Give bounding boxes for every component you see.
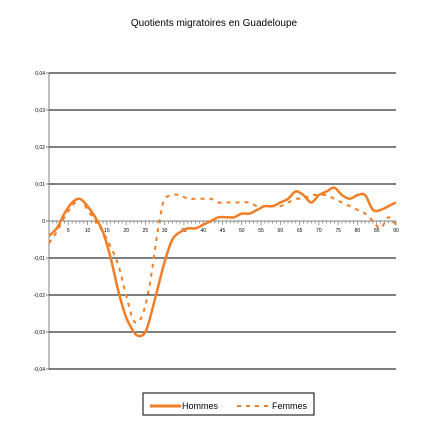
legend-box — [142, 392, 315, 416]
x-tick-label: 30 — [162, 228, 168, 234]
y-tick-label: -0,04 — [34, 367, 46, 373]
x-tick-label: 50 — [239, 228, 245, 234]
y-axis: 0,04 0,03 0,02 0,01 0 -0,01 -0,02 -0,03 -0,04 — [34, 71, 49, 373]
x-tick-label: 15 — [104, 228, 110, 234]
y-tick-label: 0,03 — [35, 108, 45, 114]
y-tick-label: -0,02 — [34, 293, 46, 299]
x-tick-label: 90 — [393, 228, 399, 234]
y-tick-label: 0,02 — [35, 145, 45, 151]
y-tick-label: -0,03 — [34, 330, 46, 336]
legend-label-femmes: Femmes — [272, 401, 308, 411]
x-tick-label: 20 — [123, 228, 129, 234]
x-tick-label: 70 — [316, 228, 322, 234]
y-tick-label: 0,04 — [35, 71, 45, 77]
x-tick-label: 80 — [355, 228, 361, 234]
x-tick-label: 10 — [85, 228, 91, 234]
chart-title: Quotients migratoires en Guadeloupe — [131, 18, 298, 29]
legend-label-hommes: Hommes — [182, 401, 219, 411]
x-tick-label: 25 — [143, 228, 149, 234]
x-tick-label: 40 — [200, 228, 206, 234]
x-tick-label: 5 — [67, 228, 70, 234]
series-layer — [48, 186, 397, 338]
y-tick-label: 0,01 — [35, 182, 45, 188]
series-line-femmes — [48, 193, 397, 324]
x-tick-label: 60 — [278, 228, 284, 234]
x-tick-label: 45 — [220, 228, 226, 234]
x-tick-label: 65 — [297, 228, 303, 234]
y-tick-label: 0 — [42, 219, 45, 225]
x-tick-label: 55 — [258, 228, 264, 234]
y-tick-label: -0,01 — [34, 256, 46, 262]
x-tick-label: 75 — [335, 228, 341, 234]
x-tick-label: 85 — [374, 228, 380, 234]
gridlines — [49, 72, 396, 370]
legend: Hommes Femmes — [142, 392, 315, 416]
series-line-hommes — [48, 186, 397, 338]
